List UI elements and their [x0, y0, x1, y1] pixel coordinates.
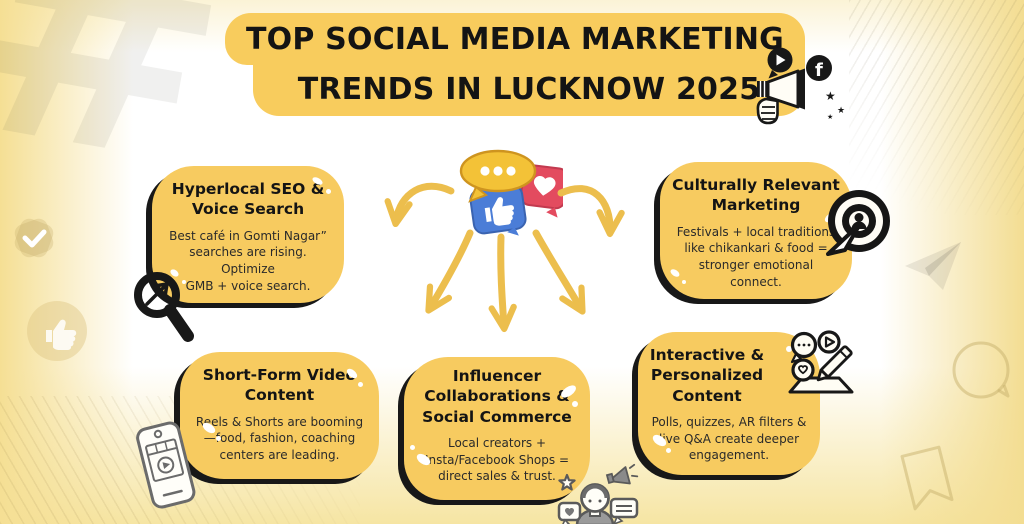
arrow-left-curved — [384, 182, 455, 228]
trend-card-influencer-collaborations: Influencer Collaborations & Social Comme… — [404, 357, 590, 500]
diagonal-lines-pattern — [849, 0, 1024, 215]
card-heading: Culturally Relevant Marketing — [672, 176, 840, 215]
verified-badge-icon — [14, 218, 54, 258]
pencil-icon — [816, 345, 853, 382]
trend-card-short-form-video: Short-Form Video Content Reels & Shorts … — [180, 352, 379, 479]
arrow-down-left — [425, 229, 474, 314]
megaphone-icon: f ★ ★ ★ — [756, 47, 845, 125]
smartphone-video-icon — [136, 421, 196, 509]
social-bubbles-cluster — [459, 149, 563, 236]
paper-plane-icon — [905, 242, 961, 290]
star-icon — [558, 473, 576, 491]
card-body: Local creators + Insta/Facebook Shops = … — [425, 436, 569, 484]
megaphone-small-icon — [605, 463, 639, 485]
star-icon: ★ — [827, 113, 833, 121]
chat-outline-icon — [952, 341, 1010, 399]
card-body: Best café in Gomti Nagar” searches are r… — [169, 228, 327, 293]
arrow-down-right — [532, 229, 586, 315]
card-body: Festivals + local traditions like chikan… — [676, 224, 836, 289]
like-bubble-icon — [469, 184, 527, 236]
play-circle-icon — [817, 330, 841, 354]
trend-card-culturally-relevant: Culturally Relevant Marketing Festivals … — [660, 162, 852, 299]
chat-dots-bubble-icon — [459, 149, 537, 203]
card-heading: Short-Form Video Content — [202, 366, 357, 405]
facebook-icon: f — [806, 55, 832, 81]
heart-chat-icon — [557, 501, 582, 524]
card-body: Reels & Shorts are booming —food, fashio… — [195, 414, 364, 462]
arrow-down — [488, 233, 517, 333]
page-title-line2: TRENDS IN LUCKNOW 2025 — [253, 63, 805, 116]
trend-card-hyperlocal-seo: Hyperlocal SEO & Voice Search Best café … — [152, 166, 344, 303]
youtube-icon — [767, 47, 793, 79]
target-icon — [826, 190, 890, 256]
page-title-line1: TOP SOCIAL MEDIA MARKETING — [225, 13, 805, 65]
influencer-icon — [557, 463, 639, 524]
heart-circle-icon — [791, 358, 815, 382]
arrow-right-curved — [557, 185, 625, 238]
chat-dots-icon — [790, 331, 818, 364]
star-icon: ★ — [837, 106, 845, 116]
interactive-content-icon — [788, 330, 854, 394]
message-chat-icon — [609, 497, 639, 524]
svg-text:f: f — [815, 60, 823, 81]
star-icon: ★ — [825, 89, 836, 103]
thumbs-up-icon — [27, 301, 87, 361]
card-heading: Interactive & Personalized Content — [649, 346, 765, 405]
trend-card-interactive-personalized: Interactive & Personalized Content Polls… — [638, 332, 820, 475]
search-icon — [134, 272, 194, 342]
bookmark-icon — [900, 445, 954, 511]
card-heading: Hyperlocal SEO & Voice Search — [171, 180, 325, 219]
card-heading: Influencer Collaborations & Social Comme… — [422, 367, 572, 426]
card-body: Polls, quizzes, AR filters & live Q&A cr… — [651, 415, 807, 463]
